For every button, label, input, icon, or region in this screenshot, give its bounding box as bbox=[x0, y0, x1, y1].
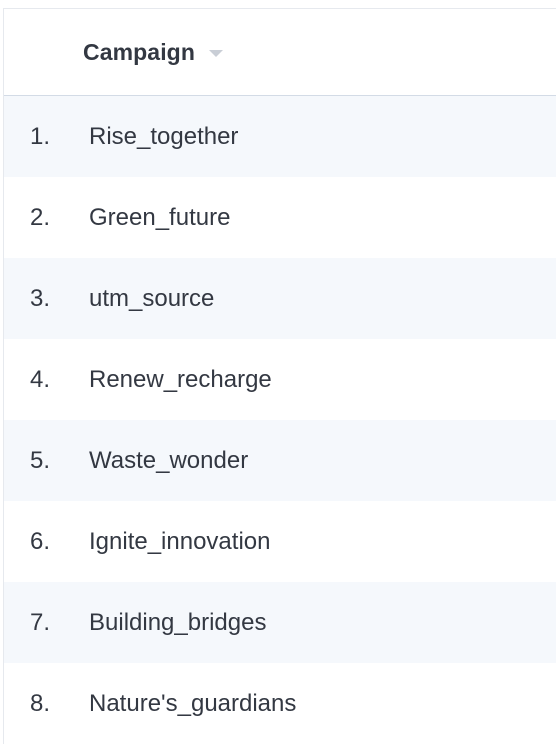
campaign-name[interactable]: Ignite_innovation bbox=[89, 527, 271, 555]
table-row[interactable]: 3. utm_source bbox=[4, 258, 556, 339]
table-row[interactable]: 5. Waste_wonder bbox=[4, 420, 556, 501]
campaign-column-header[interactable]: Campaign bbox=[83, 39, 223, 66]
campaign-name[interactable]: Green_future bbox=[89, 203, 231, 231]
campaign-table: Campaign 1. Rise_together 2. Green_futur… bbox=[3, 8, 556, 744]
row-index: 7. bbox=[30, 608, 51, 636]
row-index: 6. bbox=[30, 527, 51, 555]
table-row[interactable]: 2. Green_future bbox=[4, 177, 556, 258]
campaign-name[interactable]: Nature's_guardians bbox=[89, 689, 297, 717]
campaign-name[interactable]: Building_bridges bbox=[89, 608, 267, 636]
table-row[interactable]: 7. Building_bridges bbox=[4, 582, 556, 663]
row-index: 3. bbox=[30, 284, 51, 312]
row-index: 4. bbox=[30, 365, 51, 393]
campaign-name[interactable]: Renew_recharge bbox=[89, 365, 272, 393]
row-index: 1. bbox=[30, 122, 51, 150]
campaign-name[interactable]: utm_source bbox=[89, 284, 215, 312]
table-header: Campaign bbox=[4, 9, 556, 96]
sort-desc-icon[interactable] bbox=[208, 50, 223, 57]
campaign-name[interactable]: Waste_wonder bbox=[89, 446, 249, 474]
campaign-name[interactable]: Rise_together bbox=[89, 122, 239, 150]
row-index: 2. bbox=[30, 203, 51, 231]
table-row[interactable]: 8. Nature's_guardians bbox=[4, 663, 556, 744]
table-row[interactable]: 4. Renew_recharge bbox=[4, 339, 556, 420]
column-header-label: Campaign bbox=[83, 38, 195, 65]
row-index: 5. bbox=[30, 446, 51, 474]
row-index: 8. bbox=[30, 689, 51, 717]
table-row[interactable]: 1. Rise_together bbox=[4, 96, 556, 177]
table-row[interactable]: 6. Ignite_innovation bbox=[4, 501, 556, 582]
